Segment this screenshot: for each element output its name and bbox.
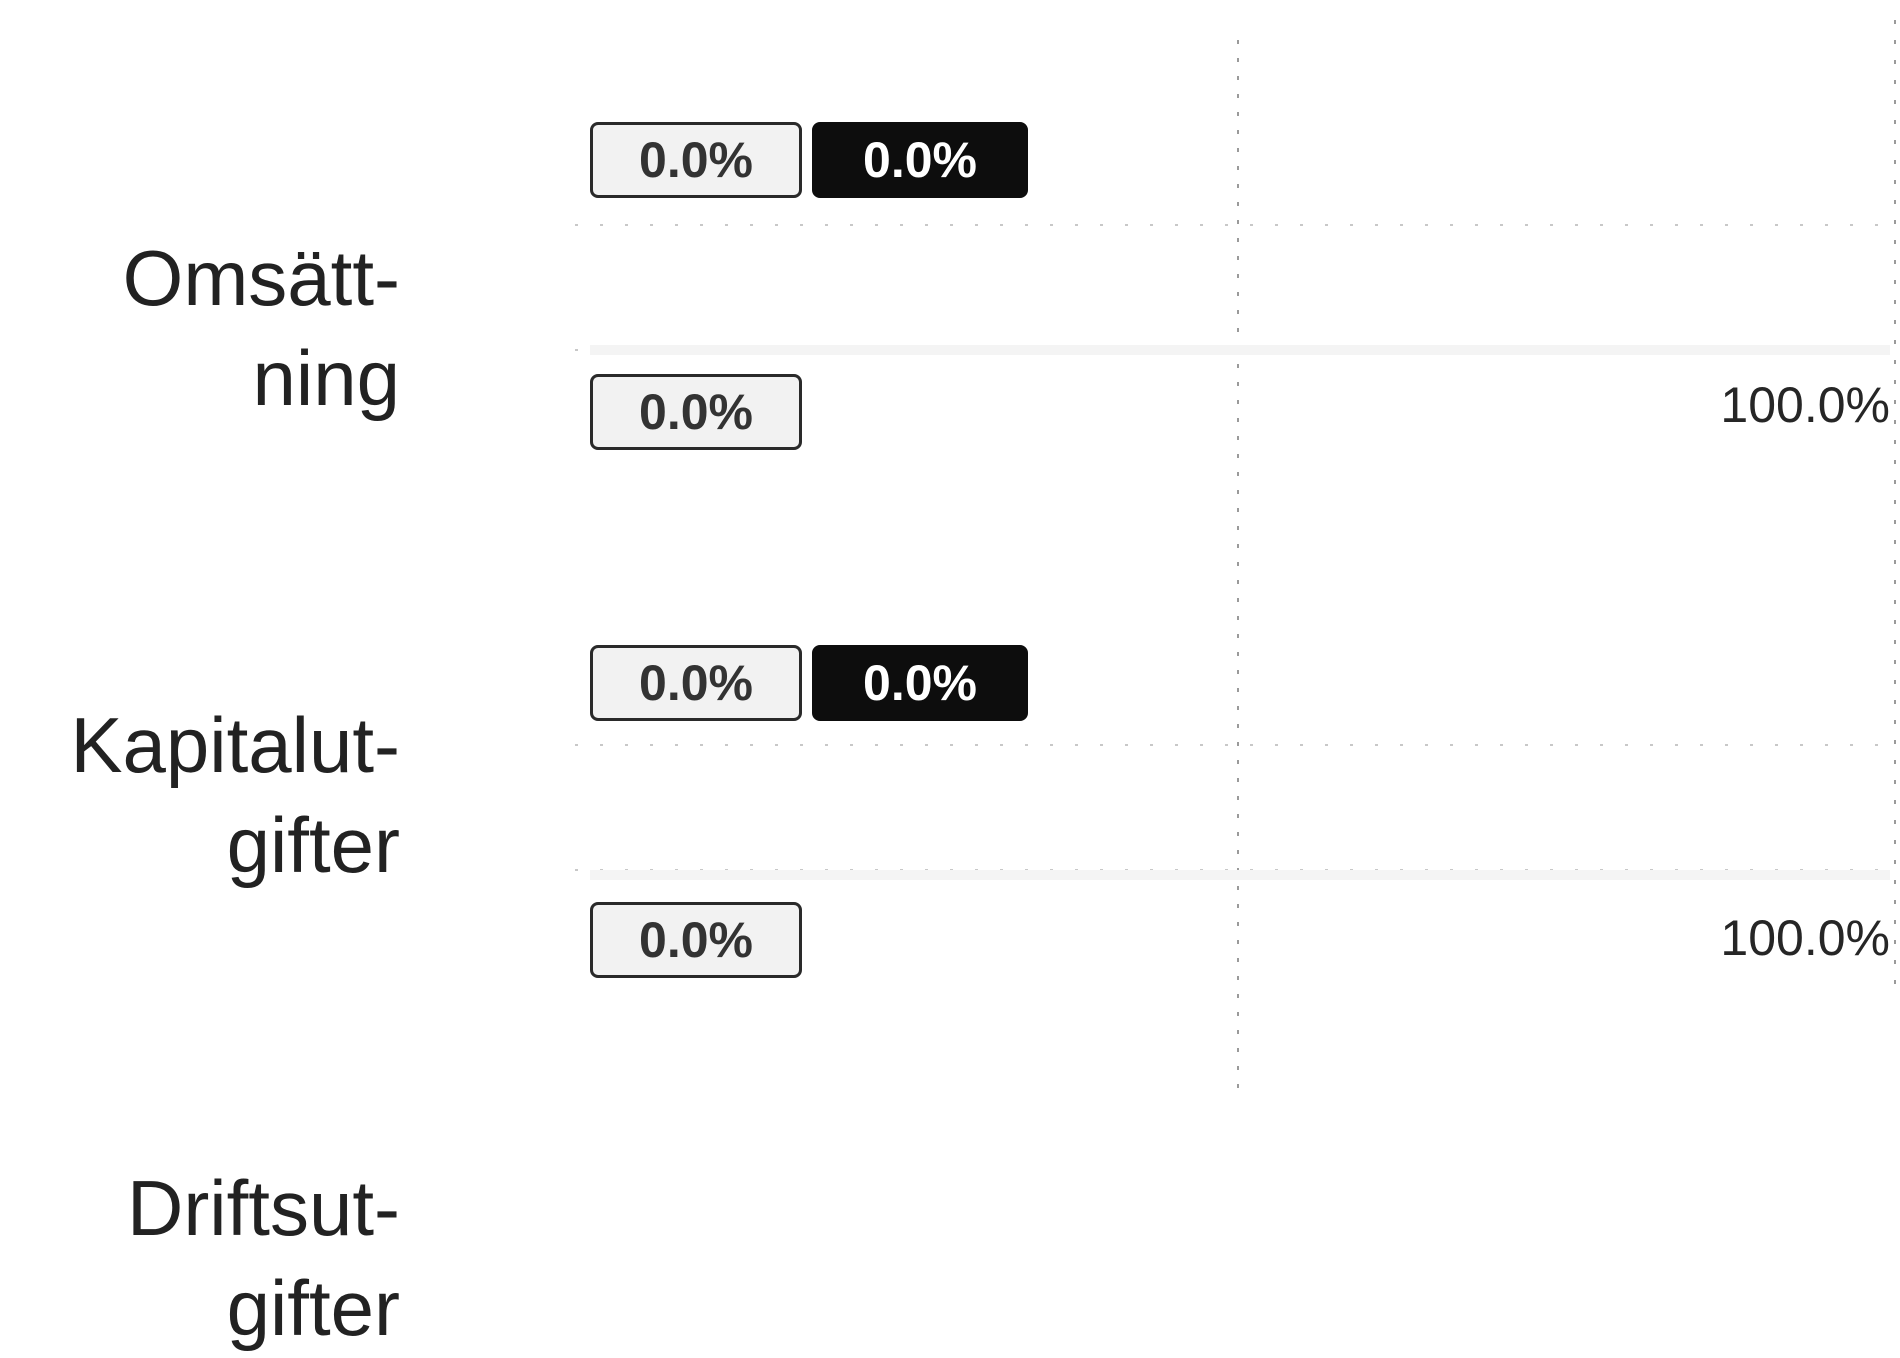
bar-mark [590,870,1890,880]
value-badge-dark-top: 0.0% [812,645,1028,721]
end-value-label: 100.0% [1720,910,1890,966]
value-badge-dark-top: 0.0% [812,122,1028,198]
category-label-driftsutgifter: Driftsut- gifter [127,1164,400,1352]
end-value-label: 100.0% [1720,377,1890,433]
category-label-omsattning: Omsätt- ning [122,234,400,422]
value-badge-light-bottom: 0.0% [590,374,802,450]
value-badge-light-bottom: 0.0% [590,902,802,978]
category-label-kapitalutgifter: Kapitalut- gifter [70,701,400,889]
bar-mark [590,345,1890,355]
value-badge-light-top: 0.0% [590,122,802,198]
value-badge-light-top: 0.0% [590,645,802,721]
